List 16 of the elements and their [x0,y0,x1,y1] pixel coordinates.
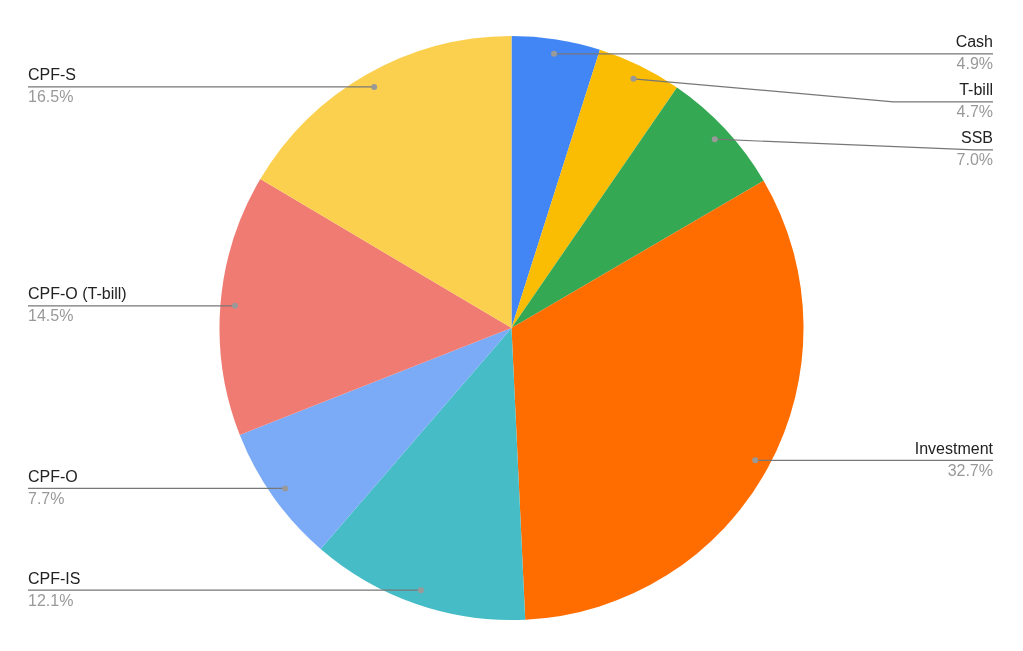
data-label: 32.7% [947,461,993,479]
data-label: 14.5% [28,307,74,325]
slice-label: CPF-S [28,66,76,84]
data-label: 4.7% [956,103,993,121]
slice-label: CPF-O [28,467,78,485]
data-label: 16.5% [28,88,74,106]
slice-label: Investment [914,439,994,457]
slice-label: SSB [960,129,993,147]
slice-label: CPF-IS [28,569,81,587]
data-label: 7.0% [956,151,993,169]
data-label: 12.1% [28,591,74,609]
slice-label: T-bill [959,81,993,99]
data-label: 4.9% [956,55,993,73]
data-label: 7.7% [28,489,65,507]
slice-label: Cash [955,33,993,51]
slice-label: CPF-O (T-bill) [28,285,127,303]
